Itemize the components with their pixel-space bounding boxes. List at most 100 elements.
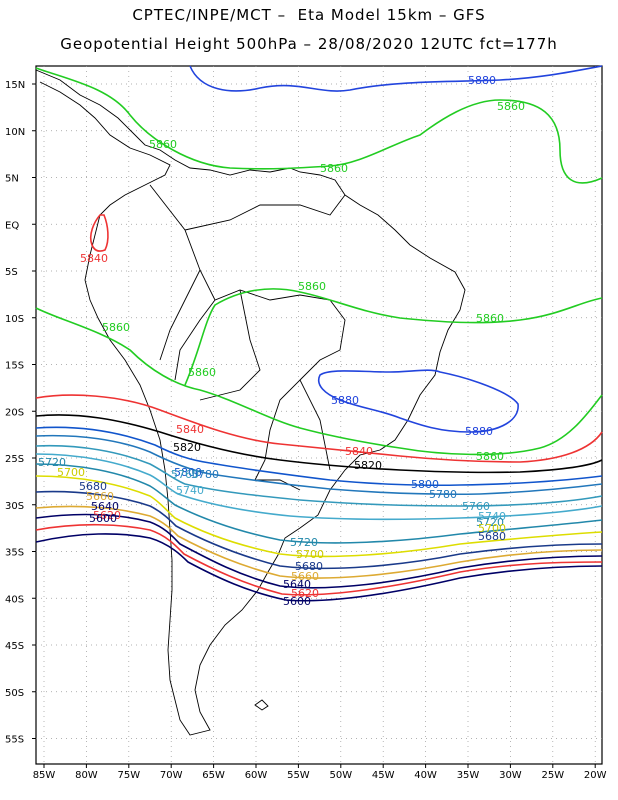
contour-5680 [35,490,603,570]
longitude-tick-label: 85W [33,770,56,781]
contour-label: 5700 [478,522,506,535]
latitude-tick-label: 50S [5,688,24,699]
longitude-tick-label: 70W [160,770,183,781]
contour-label: 5680 [478,530,506,543]
contour-label: 5680 [295,560,323,573]
longitude-tick-label: 45W [372,770,395,781]
contour-label: 5860 [320,162,348,175]
longitude-tick-label: 65W [202,770,225,781]
contour-label: 5680 [79,480,107,493]
contour-label: 5840 [345,445,373,458]
contour-5660 [35,505,603,579]
contour-label: 5860 [476,450,504,463]
contour-label: 5620 [291,587,319,600]
contour-label: 5600 [89,512,117,525]
contour-label: 5800 [411,478,439,491]
longitude-tick-label: 40W [414,770,437,781]
contour-label: 5760 [462,500,490,513]
height-contours [35,65,603,602]
contour-label: 5760 [171,468,199,481]
contour-label: 5820 [173,441,201,454]
latitude-tick-label: 25S [5,454,24,465]
longitude-tick-label: 50W [329,770,352,781]
longitude-tick-label: 80W [75,770,98,781]
contour-label: 5860 [476,312,504,325]
axis-ticks: 15N 10N 5N EQ 5S 10S 15S 20S 25S 30S 35S 40S 45S 50S 5… [5,80,607,781]
longitude-tick-label: 25W [541,770,564,781]
contour-5600 [35,533,603,602]
longitude-tick-label: 30W [499,770,522,781]
longitude-tick-label: 20W [584,770,607,781]
contour-label: 5840 [176,423,204,436]
country-borders [149,184,346,491]
contour-label: 5620 [93,509,121,522]
contour-5860-south [35,307,603,456]
contour-label: 5700 [296,548,324,561]
central-america-coast [35,69,466,736]
contour-label: 5720 [476,516,504,529]
latitude-tick-label: EQ [5,220,19,231]
contour-label: 5720 [290,536,318,549]
contour-label: 5780 [429,488,457,501]
contour-label: 5700 [57,466,85,479]
latitude-tick-label: 55S [5,735,24,746]
contour-5640 [35,513,603,589]
contour-5740 [35,453,603,521]
contour-label: 5880 [331,394,359,407]
longitude-tick-label: 60W [245,770,268,781]
latitude-tick-label: 40S [5,594,24,605]
longitude-tick-label: 35W [457,770,480,781]
latitude-tick-label: 20S [5,407,24,418]
latitude-tick-label: 15N [5,80,25,91]
contour-5820 [35,414,603,474]
contour-5780 [35,434,603,496]
contour-label: 5640 [91,500,119,513]
longitude-tick-label: 75W [117,770,140,781]
contour-5880-north [189,65,603,92]
contour-label: 5780 [191,468,219,481]
graticule [36,66,602,764]
latitude-tick-label: 15S [5,361,24,372]
contour-5760 [35,444,603,507]
contour-label: 5660 [291,570,319,583]
latitude-tick-label: 5S [5,267,18,278]
longitude-tick-label: 55W [287,770,310,781]
contour-label: 5840 [80,252,108,265]
contour-label: 5600 [283,595,311,608]
contour-5720 [35,463,603,544]
contour-label: 5860 [188,366,216,379]
contour-label: 5640 [283,578,311,591]
map-subtitle: Geopotential Height 500hPa – 28/08/2020 … [60,35,558,53]
coastlines [35,69,466,736]
contour-label: 5880 [468,74,496,87]
contour-label: 5660 [86,490,114,503]
latitude-tick-label: 10S [5,314,24,325]
contour-label: 5860 [298,280,326,293]
contour-5860-north [35,67,603,184]
falklands [254,699,269,711]
map-frame [35,65,603,765]
contour-label: 5860 [102,321,130,334]
contour-5840-loop [89,214,109,252]
contour-label: 5740 [176,484,204,497]
latitude-tick-label: 35S [5,548,24,559]
contour-5840 [35,394,603,463]
contour-label: 5740 [478,510,506,523]
contour-5800 [35,426,603,487]
contour-labels: 5880 5880 5880 5860 5860 5860 5860 5860 … [38,74,525,608]
map-title: CPTEC/INPE/MCT – Eta Model 15km – GFS [132,6,486,24]
contour-label: 5820 [354,459,382,472]
contour-label: 5880 [465,425,493,438]
contour-label: 5720 [38,456,66,469]
contour-5880-ring [318,369,519,433]
latitude-tick-label: 45S [5,641,24,652]
latitude-tick-label: 10N [5,127,25,138]
latitude-tick-label: 30S [5,501,24,512]
contour-5700 [35,475,603,558]
contour-label: 5800 [174,466,202,479]
contour-5620 [35,523,603,596]
contour-label: 5860 [149,138,177,151]
contour-label: 5860 [497,100,525,113]
contour-5860-mid [184,288,603,386]
